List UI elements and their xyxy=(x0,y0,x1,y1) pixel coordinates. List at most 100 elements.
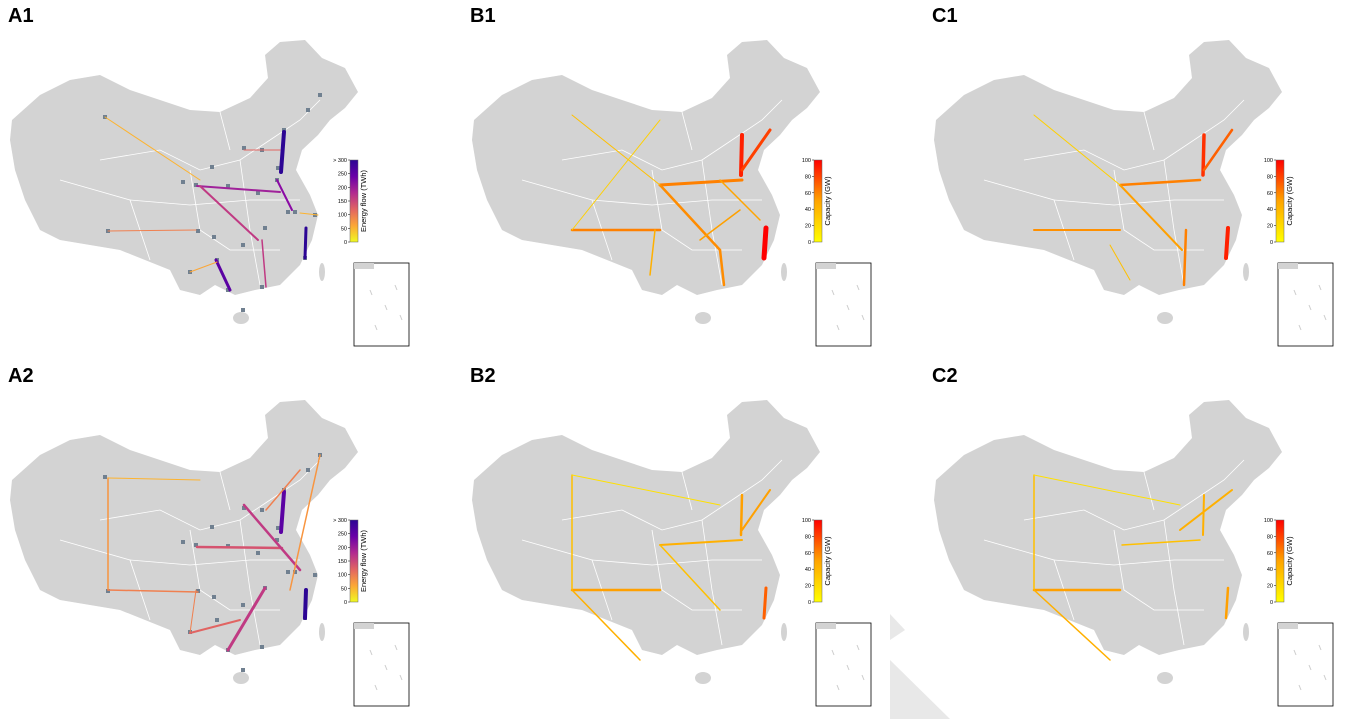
province-border xyxy=(731,459,783,501)
colorbar-tick-label: 100 xyxy=(1264,518,1273,524)
energy-flow-arrow xyxy=(299,212,319,216)
region-node xyxy=(256,191,260,195)
colorbar-tick-label: 0 xyxy=(808,240,811,246)
colorbar xyxy=(1275,159,1285,243)
transmission-line xyxy=(658,178,744,187)
hainan-island xyxy=(1157,672,1173,684)
inset-island xyxy=(1308,664,1312,671)
transmission-line xyxy=(1033,474,1181,506)
transmission-line xyxy=(699,209,741,241)
south-china-sea-inset xyxy=(1277,262,1334,347)
inset-island xyxy=(836,324,840,331)
colorbar-tick-label: 0 xyxy=(808,600,811,606)
panel-label-c2: C2 xyxy=(932,365,958,387)
region-node xyxy=(103,475,107,479)
region-node xyxy=(306,468,310,472)
region-node xyxy=(256,551,260,555)
transmission-line xyxy=(659,544,721,611)
colorbar-tick-label: 20 xyxy=(1267,224,1273,230)
region-node xyxy=(276,166,280,170)
inset-island xyxy=(384,664,388,671)
map-panel-b1: 0 20 40 60 80 100 Capacity (GW) xyxy=(472,40,872,347)
colorbar-tick-label: 60 xyxy=(1267,191,1273,197)
region-node xyxy=(263,226,267,230)
inset-island xyxy=(1318,644,1322,651)
province-border xyxy=(59,179,151,261)
inset-island xyxy=(399,674,403,681)
inset-island xyxy=(1323,674,1327,681)
region-node xyxy=(242,506,246,510)
inset-island xyxy=(846,664,850,671)
map-panel-c1: 0 20 40 60 80 100 Capacity (GW) xyxy=(934,40,1334,347)
transmission-line xyxy=(659,539,743,546)
transmission-line xyxy=(649,229,656,276)
transmission-line xyxy=(1224,226,1230,260)
energy-flow-arrow xyxy=(189,261,218,273)
hainan-island xyxy=(695,312,711,324)
province-border xyxy=(701,519,723,646)
energy-flow-arrow xyxy=(199,185,259,241)
inset-island xyxy=(831,649,835,656)
region-node xyxy=(306,108,310,112)
colorbar xyxy=(813,159,823,243)
inset-island xyxy=(1293,289,1297,296)
region-node xyxy=(241,308,245,312)
region-node xyxy=(293,210,297,214)
panel-label-a1: A1 xyxy=(8,5,34,27)
map-panel-b2: 0 20 40 60 80 100 Capacity (GW) xyxy=(472,400,872,707)
inset-island xyxy=(369,649,373,656)
hainan-island xyxy=(233,672,249,684)
inset-island xyxy=(836,684,840,691)
transmission-line xyxy=(741,489,771,531)
colorbar-tick-label: 100 xyxy=(802,158,811,164)
region-node xyxy=(106,589,110,593)
energy-flow-arrow xyxy=(195,545,284,550)
region-node xyxy=(260,285,264,289)
colorbar-tick-label: 20 xyxy=(805,584,811,590)
colorbar-tick-label: 40 xyxy=(1267,567,1273,573)
energy-flow-arrow xyxy=(107,589,199,593)
colorbar-tick-label: 40 xyxy=(805,207,811,213)
province-border xyxy=(129,559,300,566)
taiwan-island xyxy=(781,623,787,641)
region-node xyxy=(196,589,200,593)
province-border xyxy=(1023,139,1195,171)
china-landmass xyxy=(472,40,820,295)
colorbar-tick-label: 150 xyxy=(338,559,347,565)
colorbar-tick-label: 40 xyxy=(805,567,811,573)
colorbar-tick-label: 20 xyxy=(805,224,811,230)
region-node xyxy=(212,235,216,239)
transmission-line xyxy=(719,179,761,221)
colorbar-tick-label: 150 xyxy=(338,199,347,205)
region-node xyxy=(286,210,290,214)
colorbar-tick-label: 80 xyxy=(1267,174,1273,180)
colorbar-tick-label: 80 xyxy=(805,174,811,180)
province-border xyxy=(1023,499,1195,531)
province-border xyxy=(59,539,151,621)
transmission-line xyxy=(1118,178,1202,187)
colorbar-title: Energy flow (TWh) xyxy=(359,169,368,232)
province-border xyxy=(521,539,613,621)
region-node xyxy=(226,288,230,292)
china-landmass xyxy=(10,40,358,295)
region-node xyxy=(318,93,322,97)
inset-island xyxy=(369,289,373,296)
transmission-line xyxy=(1119,184,1183,251)
energy-flow-arrow xyxy=(189,589,197,634)
energy-flow-arrow xyxy=(289,454,321,591)
colorbar-tick-label: 60 xyxy=(805,191,811,197)
colorbar-tick-label: > 300 xyxy=(333,518,347,524)
region-node xyxy=(215,618,219,622)
energy-flow-arrow xyxy=(303,226,308,260)
province-border xyxy=(1163,159,1185,286)
china-landmass xyxy=(10,400,358,655)
region-node xyxy=(181,180,185,184)
colorbar-tick-label: 40 xyxy=(1267,207,1273,213)
south-china-sea-inset xyxy=(353,622,410,707)
panel-label-b1: B1 xyxy=(470,5,496,27)
inset-landmass xyxy=(1278,623,1298,629)
hainan-island xyxy=(233,312,249,324)
region-node xyxy=(286,570,290,574)
province-border xyxy=(219,471,231,511)
transmission-line xyxy=(1201,133,1206,177)
